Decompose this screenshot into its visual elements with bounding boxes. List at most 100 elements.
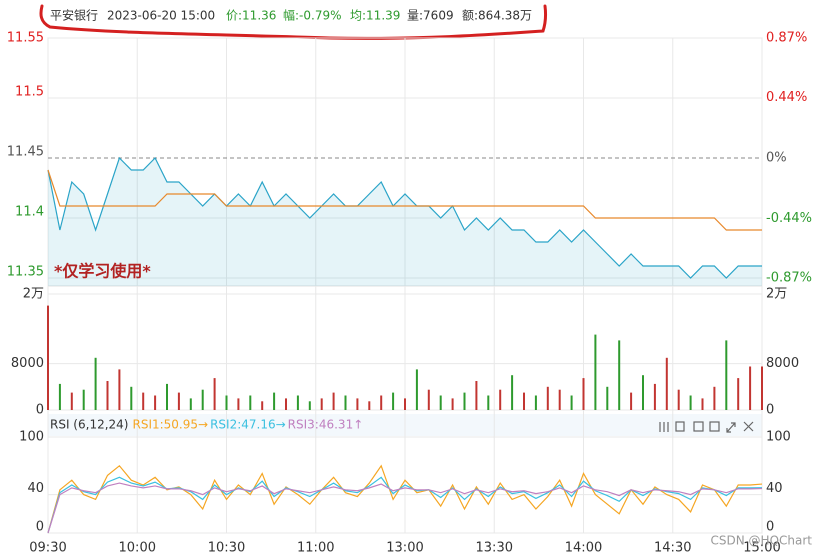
volume-bar [332,392,335,410]
icon-settings[interactable] [659,422,669,432]
series-line [47,482,763,534]
volume-bar [201,389,204,410]
volume-bar [761,366,763,410]
volume-bar [106,381,109,410]
icon-copy[interactable] [675,421,685,432]
volume-bar [439,395,442,410]
volume-bar [582,378,585,410]
volume-bar [427,389,430,410]
series-line [47,169,762,231]
volume-bar [70,392,73,410]
volume-bar [82,389,85,410]
volume-bar [653,383,656,410]
y-tick-label: 8000 [11,356,44,371]
x-tick-label: 14:30 [654,541,691,556]
volume-bar [308,401,311,410]
watermark: *仅学习使用* [54,262,151,281]
volume-bar [487,395,490,410]
y2-tick-label: 8000 [766,356,799,371]
volume-bar [368,401,371,410]
volume-bar [499,389,502,410]
volume-bar [380,395,383,410]
volume-bar [677,389,680,410]
datetime: 2023-06-20 15:00 [107,9,215,23]
volume-bar [618,340,621,410]
volume-bar [189,398,192,410]
volume-bar [606,386,609,410]
icon-window[interactable] [709,421,720,432]
volume-bar [749,366,752,410]
volume-bar [166,383,168,410]
price: 价:11.36 [226,9,276,23]
icon-max[interactable] [726,422,736,433]
volume-bar [713,386,716,410]
change: 幅:-0.79% [283,8,342,23]
volume-bar [94,357,97,410]
volume-bar [415,369,418,410]
series-line [47,156,762,279]
volume-bar [404,398,406,410]
volume-bar [463,392,466,410]
volume-bar [523,392,525,410]
volume-bar [273,392,276,410]
x-tick-label: 13:30 [476,541,513,556]
series-line [47,464,763,534]
volume-bar [249,395,252,410]
volume-bar [177,392,180,410]
x-tick-label: 14:00 [565,541,602,556]
volume-bar [142,392,145,410]
volume: 量:7609 [407,9,454,23]
y2-tick-label: 0 [766,403,774,418]
volume-bar [130,386,133,410]
volume-bar [511,375,514,410]
volume-bar [296,395,299,410]
average: 均:11.39 [350,9,400,23]
volume-bar [320,398,323,410]
volume-bar [118,369,121,410]
volume-bar [475,381,478,410]
volume-bar [689,395,692,410]
y2-tick-label: 100 [766,430,791,445]
x-tick-label: 15:00 [743,541,780,556]
volume-bar [285,398,287,410]
volume-bar [47,305,49,410]
icon-change[interactable] [693,421,704,432]
y2-tick-label: 0 [766,520,774,535]
y-tick-label: 11.35 [7,265,44,280]
y-tick-label: 11.45 [7,145,44,160]
y-tick-label: 0 [36,403,44,418]
x-tick-label: 13:00 [386,541,423,556]
icon-close[interactable] [743,421,754,432]
volume-bar [642,375,644,410]
y2-tick-label: 0.44% [766,90,807,105]
volume-bar [451,398,454,410]
volume-bar [665,357,668,410]
x-tick-label: 11:00 [297,541,334,556]
y-tick-label: 11.4 [15,205,44,220]
volume-bar [154,395,157,410]
y2-tick-label: 2万 [766,287,787,302]
y2-tick-label: 40 [766,481,783,496]
volume-bar [356,398,359,410]
legend-entry: RSI1:50.95→ [132,418,208,432]
stock-name: 平安银行 [50,8,98,23]
y-tick-label: 11.5 [15,85,44,100]
volume-bar [558,389,561,410]
indicator-title: RSI (6,12,24) [50,418,128,432]
y-tick-label: 11.55 [7,31,44,46]
header: 平安银行 2023-06-20 15:00 价:11.36 幅:-0.79% 均… [50,8,532,23]
credit: CSDN @HQChart [711,534,813,548]
area [48,158,762,286]
legend-entry: RSI3:46.31↑ [288,418,364,432]
x-tick-label: 09:30 [29,541,66,556]
volume-bar [701,398,704,410]
toolbar-icons[interactable] [659,421,754,433]
volume-bar [737,378,740,410]
y-tick-label: 40 [27,481,44,496]
legend-entry: RSI2:47.16→ [210,418,286,432]
volume-bar [630,392,633,410]
amount: 额:864.38万 [462,9,532,23]
